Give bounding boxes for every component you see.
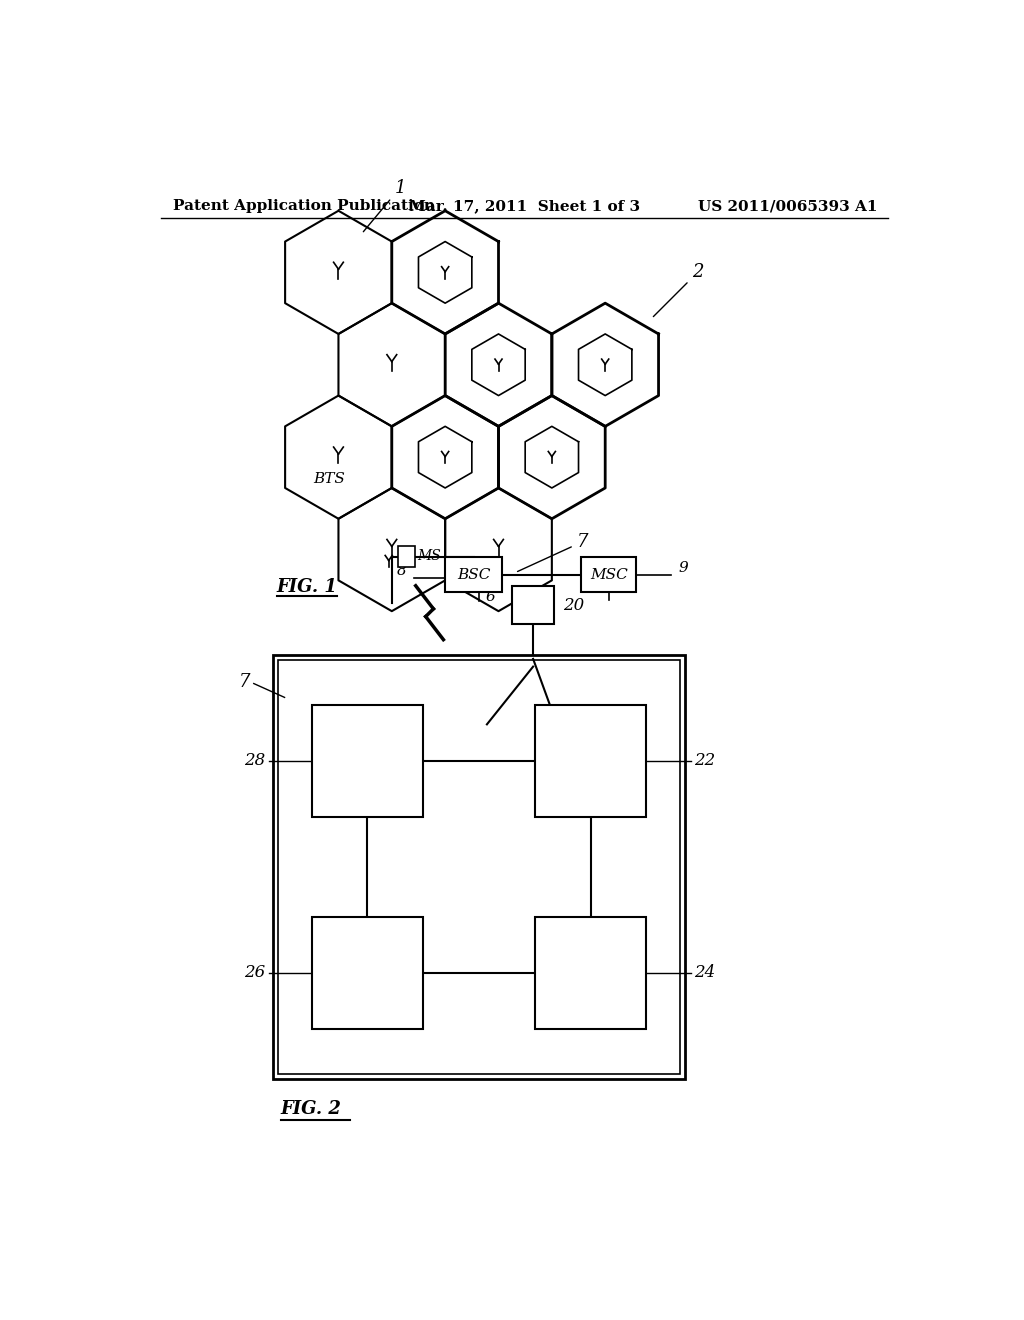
Bar xyxy=(444,557,503,591)
Text: Mar. 17, 2011  Sheet 1 of 3: Mar. 17, 2011 Sheet 1 of 3 xyxy=(410,199,640,213)
Text: 6: 6 xyxy=(485,590,496,603)
Bar xyxy=(278,660,680,1074)
Text: 9: 9 xyxy=(679,561,688,576)
Text: BTS: BTS xyxy=(313,471,345,486)
Bar xyxy=(398,545,415,568)
Text: BSC: BSC xyxy=(457,568,490,582)
Text: MSC: MSC xyxy=(590,568,628,582)
Text: 8: 8 xyxy=(396,564,407,578)
Text: Patent Application Publication: Patent Application Publication xyxy=(173,199,435,213)
Bar xyxy=(581,557,637,591)
Text: 20: 20 xyxy=(563,597,585,614)
Text: 22: 22 xyxy=(694,752,716,770)
Bar xyxy=(311,917,423,1028)
Text: MS: MS xyxy=(417,549,441,564)
Text: 26: 26 xyxy=(244,964,265,981)
Text: 24: 24 xyxy=(694,964,716,981)
Bar xyxy=(311,705,423,817)
Bar xyxy=(535,705,646,817)
Text: 2: 2 xyxy=(653,264,703,317)
Text: FIG. 2: FIG. 2 xyxy=(281,1101,342,1118)
Text: US 2011/0065393 A1: US 2011/0065393 A1 xyxy=(698,199,878,213)
Bar xyxy=(512,586,554,624)
Text: FIG. 1: FIG. 1 xyxy=(276,578,338,595)
Text: 1: 1 xyxy=(364,178,406,232)
Bar xyxy=(273,655,685,1078)
Bar xyxy=(535,917,646,1028)
Text: 28: 28 xyxy=(244,752,265,770)
Text: 7: 7 xyxy=(517,533,588,572)
Text: 7: 7 xyxy=(239,673,250,690)
